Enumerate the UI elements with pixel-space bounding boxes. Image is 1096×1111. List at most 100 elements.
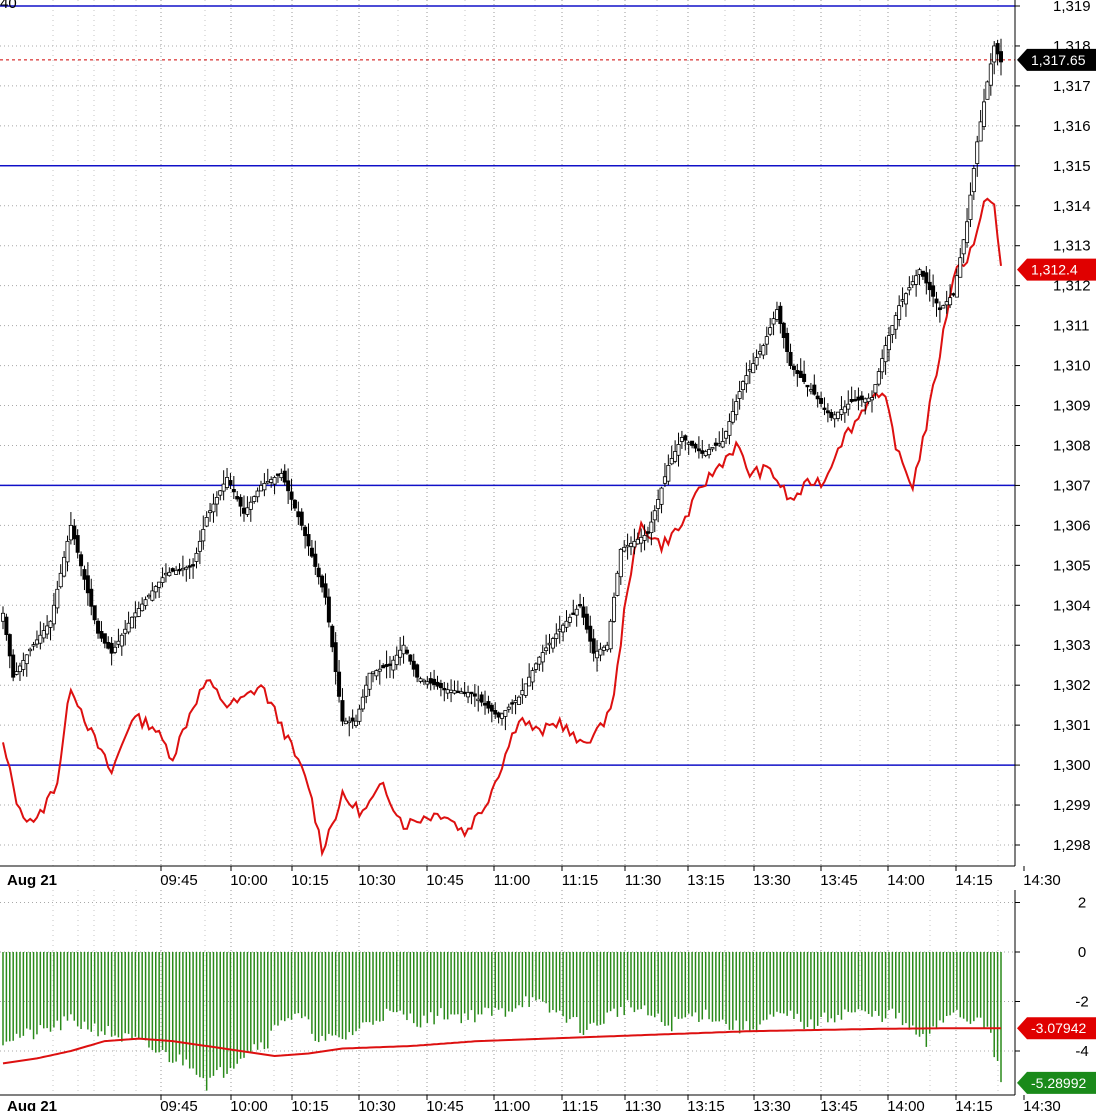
candle-body	[180, 567, 185, 571]
candle-body	[282, 470, 287, 483]
candle-body	[734, 401, 739, 416]
candle-body	[17, 665, 22, 673]
candle-body	[408, 654, 413, 662]
candle-body	[520, 690, 525, 696]
candle-body	[547, 642, 552, 646]
candle-body	[228, 480, 233, 486]
candle-body	[965, 221, 970, 244]
candle-body	[4, 616, 9, 635]
candle-body	[917, 269, 922, 276]
candle-body	[479, 694, 484, 703]
candle-body	[51, 604, 56, 625]
candle-body	[778, 305, 783, 325]
candle-body	[710, 447, 715, 450]
candle-body	[523, 683, 528, 696]
price-y-tick-label: 1,298	[1053, 837, 1091, 854]
candle-body	[700, 450, 705, 454]
candle-body	[805, 384, 810, 388]
candle-body	[883, 345, 888, 363]
candle-body	[595, 650, 600, 659]
candle-body	[136, 608, 141, 617]
candle-body	[768, 327, 773, 335]
candle-body	[398, 649, 403, 658]
price-vertical-gridlines	[52, 0, 999, 866]
candle-body	[14, 671, 19, 675]
candle-body	[954, 275, 959, 298]
price-y-tick-label: 1,312	[1053, 278, 1091, 295]
candle-body	[713, 442, 718, 446]
candle-body	[296, 511, 301, 518]
oscillator-signal-path	[2, 1027, 1001, 1065]
candle-body	[747, 369, 752, 372]
red-series-line	[2, 197, 1002, 858]
candle-body	[937, 307, 942, 311]
candle-body	[238, 497, 243, 507]
oscillator-x-tick-label: 13:15	[687, 1098, 725, 1111]
oscillator-y-tick-label: 2	[1078, 895, 1086, 912]
candle-body	[146, 594, 151, 598]
oscillator-signal-line	[2, 1027, 1001, 1065]
candle-body	[598, 648, 603, 656]
candle-body	[788, 351, 793, 366]
candle-body	[781, 322, 786, 339]
candle-body	[208, 510, 213, 514]
candle-body	[999, 51, 1004, 63]
price-x-tick-label: 13:30	[753, 872, 791, 889]
candle-body	[914, 275, 919, 285]
candle-body	[571, 612, 576, 615]
candle-body	[503, 710, 508, 717]
candle-body	[822, 407, 827, 410]
candle-body	[21, 660, 26, 670]
oscillator-bar-badge-shape	[1017, 1071, 1096, 1094]
candle-body	[707, 449, 712, 456]
candle-body	[920, 270, 925, 277]
candle-body	[248, 501, 253, 510]
candle-body	[686, 442, 691, 445]
candle-body	[890, 325, 895, 336]
candle-body	[554, 633, 559, 639]
candle-body	[744, 375, 749, 385]
candle-body	[659, 487, 664, 505]
candle-body	[978, 121, 983, 142]
candle-body	[486, 701, 491, 709]
candle-body	[24, 654, 29, 665]
candle-body	[242, 507, 247, 514]
price-last-badge-shape	[1017, 48, 1096, 71]
candle-body	[391, 659, 396, 671]
candle-body	[544, 647, 549, 652]
candle-body	[452, 690, 457, 694]
candle-body	[221, 483, 226, 492]
price-y-tick-label: 1,299	[1053, 797, 1091, 814]
price-badges: 1,317.65 1,312.4	[1017, 48, 1096, 281]
oscillator-signal-badge-label: -3.07942	[1031, 1020, 1086, 1036]
candle-body	[265, 481, 270, 484]
candle-body	[489, 704, 494, 712]
top-left-fragment: 40	[0, 0, 17, 12]
candle-body	[618, 548, 623, 578]
price-horizontal-levels	[0, 5, 1015, 766]
candle-body	[897, 305, 902, 320]
candle-body	[527, 676, 532, 687]
oscillator-x-tick-label: 11:30	[625, 1098, 661, 1111]
candle-body	[934, 298, 939, 304]
candle-body	[92, 605, 97, 621]
candle-body	[886, 335, 891, 351]
candle-body	[289, 491, 294, 500]
candle-body	[910, 281, 915, 286]
candle-body	[628, 542, 633, 547]
oscillator-bars	[2, 952, 1002, 1091]
candle-body	[75, 535, 80, 553]
candle-body	[931, 285, 936, 297]
candle-body	[174, 569, 179, 575]
price-x-tick-label: 10:00	[230, 872, 268, 889]
candle-body	[306, 534, 311, 547]
candle-body	[849, 399, 854, 402]
price-y-tick-label: 1,309	[1053, 398, 1091, 415]
candle-body	[975, 141, 980, 164]
candle-body	[48, 620, 53, 628]
candle-body	[292, 499, 297, 509]
candle-body	[649, 521, 654, 534]
candle-body	[601, 646, 606, 651]
candle-body	[381, 665, 386, 669]
price-red-badge-shape	[1017, 258, 1096, 281]
